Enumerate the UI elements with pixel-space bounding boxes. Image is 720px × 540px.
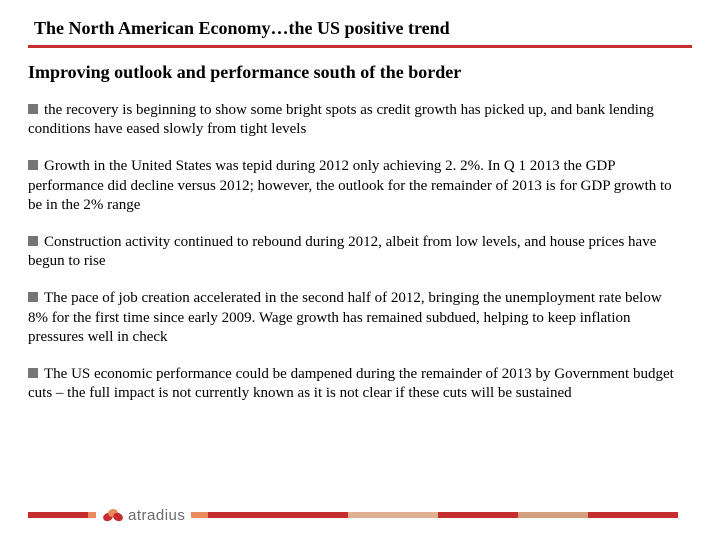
- slide: The North American Economy…the US positi…: [0, 0, 720, 540]
- logo-mark-icon: [102, 506, 124, 524]
- bullet-marker-icon: [28, 104, 38, 114]
- bullet-marker-icon: [28, 160, 38, 170]
- bullet-list: the recovery is beginning to show some b…: [28, 101, 692, 403]
- footer-segment: [208, 512, 348, 518]
- slide-subtitle: Improving outlook and performance south …: [28, 62, 692, 83]
- bullet-marker-icon: [28, 236, 38, 246]
- bullet-item: the recovery is beginning to show some b…: [28, 101, 682, 139]
- footer-segment: [518, 512, 588, 518]
- bullet-marker-icon: [28, 368, 38, 378]
- footer-segment: [28, 512, 88, 518]
- bullet-item: Construction activity continued to rebou…: [28, 233, 682, 271]
- brand-logo: atradius: [96, 506, 191, 524]
- bullet-item: The pace of job creation accelerated in …: [28, 289, 682, 347]
- bullet-marker-icon: [28, 292, 38, 302]
- bullet-text: The pace of job creation accelerated in …: [28, 290, 662, 344]
- bullet-text: Construction activity continued to rebou…: [28, 234, 656, 269]
- logo-text: atradius: [128, 507, 185, 524]
- bullet-text: Growth in the United States was tepid du…: [28, 158, 672, 212]
- footer-segment: [438, 512, 518, 518]
- footer-segment: [348, 512, 438, 518]
- bullet-text: The US economic performance could be dam…: [28, 366, 674, 401]
- footer-segment: [588, 512, 678, 518]
- bullet-text: the recovery is beginning to show some b…: [28, 102, 654, 137]
- bullet-item: Growth in the United States was tepid du…: [28, 157, 682, 215]
- footer: atradius: [0, 500, 720, 530]
- slide-title: The North American Economy…the US positi…: [28, 18, 692, 39]
- bullet-item: The US economic performance could be dam…: [28, 365, 682, 403]
- title-rule: [28, 45, 692, 48]
